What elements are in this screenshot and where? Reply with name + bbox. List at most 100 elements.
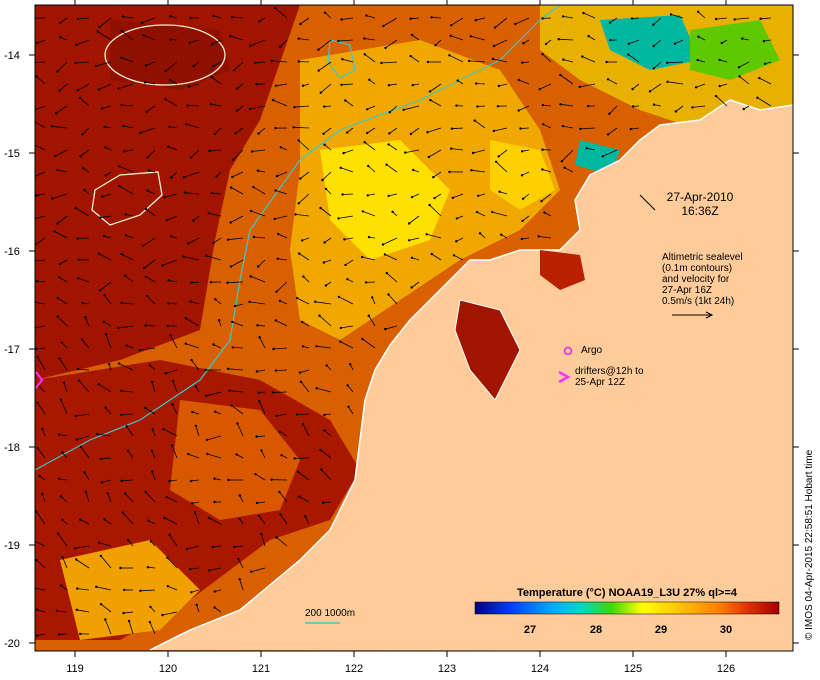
velocity-arrow-head xyxy=(669,13,673,16)
velocity-arrow xyxy=(191,589,200,593)
velocity-arrow xyxy=(298,140,310,151)
velocity-arrow-head xyxy=(95,585,98,588)
velocity-arrow xyxy=(316,387,332,393)
velocity-arrow-head xyxy=(273,6,277,10)
velocity-arrow-head xyxy=(718,58,721,62)
velocity-arrow xyxy=(341,17,354,20)
velocity-arrow-head xyxy=(493,26,497,29)
velocity-arrow xyxy=(147,190,156,195)
velocity-arrow xyxy=(321,469,332,481)
velocity-arrow xyxy=(169,126,178,129)
velocity-arrow-head xyxy=(256,169,260,172)
velocity-arrow xyxy=(338,215,354,219)
velocity-arrow xyxy=(257,259,266,267)
velocity-arrow xyxy=(300,381,310,393)
velocity-arrow-head xyxy=(228,389,231,392)
velocity-arrow-head xyxy=(56,315,59,318)
velocity-arrow xyxy=(561,149,574,162)
velocity-arrow xyxy=(102,193,112,198)
velocity-arrow-head xyxy=(249,209,253,213)
velocity-arrow xyxy=(41,428,46,437)
velocity-arrow xyxy=(296,413,310,415)
velocity-arrow-head xyxy=(257,132,260,135)
velocity-arrow xyxy=(362,338,376,349)
velocity-arrow-head xyxy=(168,125,171,129)
lon-tick-label: 123 xyxy=(438,663,456,675)
velocity-arrow xyxy=(119,185,134,195)
velocity-arrow xyxy=(411,281,420,288)
velocity-arrow xyxy=(188,453,200,459)
velocity-arrow xyxy=(451,127,464,130)
velocity-arrow-head xyxy=(186,242,190,245)
velocity-arrow xyxy=(628,39,640,45)
velocity-arrow-head xyxy=(346,278,349,281)
velocity-arrow xyxy=(195,425,200,437)
velocity-arrow-head xyxy=(119,389,123,392)
velocity-arrow-head xyxy=(151,470,154,473)
velocity-arrow xyxy=(435,39,442,46)
velocity-arrow-head xyxy=(473,119,476,122)
velocity-arrow xyxy=(275,190,288,195)
velocity-arrow-head xyxy=(104,332,108,336)
velocity-arrow-head xyxy=(117,326,120,330)
velocity-arrow-head xyxy=(79,155,82,158)
velocity-arrow-head xyxy=(56,296,59,300)
velocity-arrow-head xyxy=(606,78,610,81)
velocity-arrow-head xyxy=(388,132,391,135)
velocity-arrow-head xyxy=(79,632,82,636)
velocity-arrow xyxy=(431,16,442,19)
velocity-arrow xyxy=(78,277,90,283)
velocity-arrow-head xyxy=(455,217,459,220)
velocity-arrow xyxy=(324,430,332,437)
velocity-arrow xyxy=(35,215,46,220)
velocity-arrow xyxy=(258,127,266,134)
velocity-arrow xyxy=(214,607,222,613)
velocity-arrow-head xyxy=(674,110,677,113)
velocity-arrow-head xyxy=(213,132,217,136)
velocity-arrow xyxy=(37,402,46,415)
velocity-arrow-head xyxy=(36,634,39,637)
velocity-arrow-head xyxy=(648,90,652,93)
velocity-arrow-head xyxy=(408,239,411,242)
velocity-arrow-head xyxy=(59,495,63,498)
velocity-arrow-head xyxy=(164,372,167,375)
velocity-arrow xyxy=(191,359,200,371)
velocity-arrow xyxy=(324,144,332,151)
velocity-arrow-head xyxy=(741,37,744,40)
velocity-arrow xyxy=(695,83,706,88)
cold-water-patch-2 xyxy=(690,20,780,80)
velocity-arrow-head xyxy=(257,265,260,268)
velocity-arrow xyxy=(76,39,90,46)
velocity-arrow xyxy=(627,54,640,63)
velocity-arrow xyxy=(258,515,266,525)
velocity-arrow-head xyxy=(192,219,195,222)
velocity-arrow-head xyxy=(339,326,343,330)
velocity-arrow-head xyxy=(691,106,694,109)
velocity-arrow xyxy=(367,105,376,110)
velocity-arrow xyxy=(57,215,68,224)
velocity-arrow xyxy=(125,234,134,239)
velocity-arrow xyxy=(316,345,332,349)
velocity-arrow-head xyxy=(103,146,107,149)
velocity-arrow xyxy=(492,58,508,63)
velocity-arrow-head xyxy=(161,613,164,617)
velocity-arrow-head xyxy=(233,69,236,72)
velocity-arrow-head xyxy=(97,541,101,544)
velocity-arrow xyxy=(212,192,222,195)
velocity-arrow xyxy=(543,123,552,129)
velocity-arrow-head xyxy=(367,164,370,168)
lon-tick-label: 122 xyxy=(345,663,363,675)
velocity-arrow xyxy=(164,193,178,198)
velocity-arrow xyxy=(279,300,288,305)
velocity-arrow-head xyxy=(497,155,500,158)
velocity-arrow xyxy=(230,259,244,267)
velocity-arrow xyxy=(674,39,684,45)
velocity-arrow-head xyxy=(561,124,565,128)
velocity-arrow-head xyxy=(295,413,299,416)
velocity-arrow xyxy=(382,237,398,245)
velocity-arrow-head xyxy=(190,281,193,284)
velocity-arrow-head xyxy=(256,324,259,327)
velocity-arrow xyxy=(542,104,552,107)
velocity-arrow xyxy=(84,472,90,481)
velocity-arrow-head xyxy=(385,271,388,275)
